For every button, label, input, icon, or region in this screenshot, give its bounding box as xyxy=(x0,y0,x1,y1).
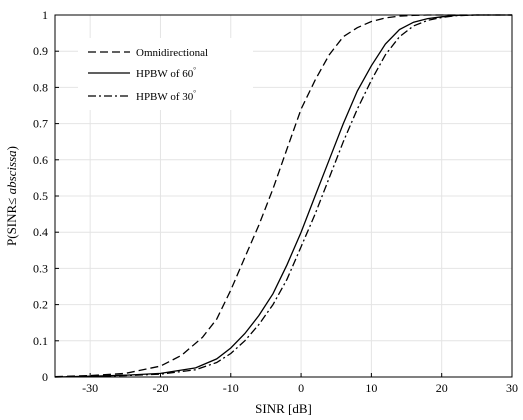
y-tick-label: 0.1 xyxy=(33,334,48,348)
y-tick-label: 0.7 xyxy=(33,117,48,131)
y-tick-label: 0.8 xyxy=(33,80,48,94)
y-axis-title-italic: abscissa xyxy=(4,150,19,198)
y-tick-label: 0.2 xyxy=(33,298,48,312)
legend: Omnidirectional HPBW of 60° HPBW of 30° xyxy=(78,38,253,110)
x-tick-label: 30 xyxy=(506,381,518,395)
y-axis-title: P(SINR≤ abscissa) xyxy=(4,146,19,246)
degree-symbol: ° xyxy=(193,89,196,97)
x-tick-label: 10 xyxy=(365,381,377,395)
x-tick-label: -10 xyxy=(223,381,239,395)
series-line-hpbw-60 xyxy=(54,14,512,378)
series-line-hpbw-30 xyxy=(54,14,512,378)
y-tick-label: 1 xyxy=(42,8,48,22)
y-axis-title-prefix: P(SINR xyxy=(4,204,19,246)
y-tick-label: 0.9 xyxy=(33,44,48,58)
legend-label-hpbw-60: HPBW of 60° xyxy=(136,66,196,80)
y-tick-label: 0.4 xyxy=(33,225,48,239)
x-axis-ticks: -30 -20 -10 0 10 20 30 xyxy=(82,373,518,395)
y-tick-label: 0.6 xyxy=(33,153,48,167)
y-tick-label: 0.3 xyxy=(33,261,48,275)
legend-label-hpbw-30: HPBW of 30° xyxy=(136,89,196,103)
legend-label-text: HPBW of 60 xyxy=(136,68,194,80)
x-tick-label: 0 xyxy=(298,381,304,395)
y-tick-label: 0 xyxy=(42,370,48,384)
x-tick-label: -30 xyxy=(82,381,98,395)
legend-box xyxy=(78,38,253,110)
y-axis-ticks: 0 0.1 0.2 0.3 0.4 0.5 0.6 0.7 0.8 0.9 1 xyxy=(33,8,59,384)
degree-symbol: ° xyxy=(193,66,196,74)
x-tick-label: 20 xyxy=(436,381,448,395)
x-tick-label: -20 xyxy=(152,381,168,395)
y-tick-label: 0.5 xyxy=(33,189,48,203)
legend-label-omnidirectional: Omnidirectional xyxy=(136,47,208,59)
y-axis-title-symbol: ≤ xyxy=(4,198,19,205)
y-axis-title-suffix: ) xyxy=(4,146,19,150)
legend-label-text: HPBW of 30 xyxy=(136,91,194,103)
legend-label-text: Omnidirectional xyxy=(136,47,208,59)
x-axis-title: SINR [dB] xyxy=(255,401,312,416)
